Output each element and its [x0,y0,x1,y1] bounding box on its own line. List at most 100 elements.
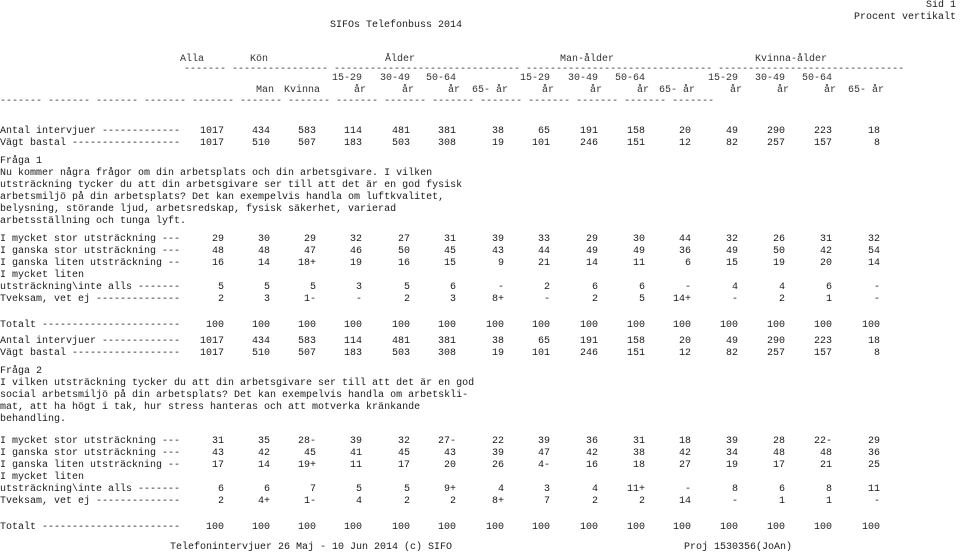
answer-value: 15 [443,258,456,269]
answer-value: 48 [819,448,832,459]
answer-label: I ganska liten utsträckning -- [0,258,181,269]
answer-value: 34 [725,448,738,459]
answer-value: 29 [303,234,316,245]
question-text: social arbetsmiljö på din arbetsplats? D… [0,390,469,401]
answer-value: 19 [349,258,362,269]
answer-value: 11 [867,484,880,495]
answer-value: 39 [725,436,738,447]
base-value: 381 [437,336,456,347]
answer-value: - [873,294,880,305]
answer-value: 43 [211,448,224,459]
group-heading: Kön [250,54,269,65]
question-text: arbetsställning och tunga lyft. [0,216,187,227]
answer-value: 19 [772,258,785,269]
total-value: 100 [343,522,362,533]
question-title: Fråga 1 [0,156,43,167]
base-value: 82 [725,138,738,149]
answer-value: 42 [819,246,832,257]
total-value: 100 [251,320,270,331]
base-value: 583 [297,126,316,137]
answer-value: 2 [638,496,645,507]
answer-value: 44 [537,246,550,257]
age-band-label: 30-49 [379,73,410,84]
answer-value: 42 [678,448,691,459]
question-text: arbetsmiljö på din arbetsplats? Det kan … [0,192,445,203]
base-value: 18 [867,336,880,347]
base-value: 19 [491,138,504,149]
answer-value: 5 [217,282,224,293]
answer-value: 14 [257,460,270,471]
question-text: mat, att ha högt i tak, hur stress hante… [0,402,421,413]
total-value: 100 [391,320,410,331]
answer-value: 16 [211,258,224,269]
answer-value: 2 [778,294,785,305]
answer-value: - [873,496,880,507]
answer-value: 2 [449,496,456,507]
base-value: 183 [343,348,362,359]
footer-left: Telefonintervjuer 26 Maj - 10 Jun 2014 (… [170,542,453,553]
total-value: 100 [861,320,880,331]
answer-value: 22 [491,436,504,447]
answer-value: 5 [355,484,362,495]
answer-value: 3 [263,294,270,305]
footer-right: Proj 1530356(JoAn) [684,542,793,553]
total-value: 100 [813,522,832,533]
column-label: Man [255,85,274,96]
column-label: år [541,85,554,96]
answer-value: 47 [537,448,550,459]
answer-value: 17 [397,460,410,471]
base-value: 290 [766,336,785,347]
total-value: 100 [719,320,738,331]
total-value: 100 [485,320,504,331]
column-label: år [353,85,366,96]
answer-value: 39 [349,436,362,447]
base-value: 114 [343,126,362,137]
base-value: 12 [678,348,691,359]
answer-value: 17 [772,460,785,471]
base-value: 507 [297,138,316,149]
base-value: 481 [391,126,410,137]
answer-value: 20 [443,460,456,471]
question-text: utsträckning tycker du att din arbetsgiv… [0,180,463,191]
answer-value: - [355,294,362,305]
answer-value: 6 [825,282,832,293]
answer-value: 8 [825,484,832,495]
answer-value: 29 [585,234,598,245]
answer-value: 28- [297,436,316,447]
answer-value: 2 [217,496,224,507]
base-value: 290 [766,126,785,137]
question-text: behandling. [0,414,67,425]
total-value: 100 [297,320,316,331]
answer-value: 32 [397,436,410,447]
total-value: 100 [766,522,785,533]
total-value: 100 [343,320,362,331]
answer-value: 29 [867,436,880,447]
answer-value: 36 [867,448,880,459]
base-value: 20 [678,126,691,137]
answer-label: Tveksam, vet ej -------------- [0,496,181,507]
total-value: 100 [861,522,880,533]
base-value: 157 [813,138,832,149]
answer-value: 5 [263,282,270,293]
base-value: 49 [725,126,738,137]
answer-value: 4 [497,484,504,495]
answer-value: 32 [867,234,880,245]
header-rule: ------- ---------------- ---------------… [184,64,905,75]
age-band-label: 30-49 [567,73,598,84]
answer-value: 4 [355,496,362,507]
question-text: belysning, störande ljud, arbetsredskap,… [0,204,397,215]
age-band-label: 50-64 [614,73,645,84]
answer-value: 2 [403,294,410,305]
base-value: 308 [437,348,456,359]
total-value: 100 [205,320,224,331]
total-value: 100 [579,320,598,331]
answer-value: 39 [491,448,504,459]
answer-value: 1 [825,294,832,305]
base-value: 158 [626,336,645,347]
column-label: år [636,85,649,96]
answer-value: 5 [309,282,316,293]
column-label: 65- år [847,85,884,96]
base-value: 65 [537,336,550,347]
answer-value: 48 [257,246,270,257]
answer-label: I mycket liten [0,472,85,483]
